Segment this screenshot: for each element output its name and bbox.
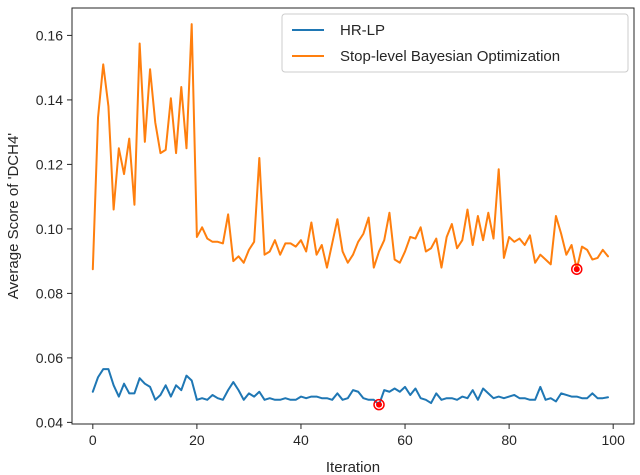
y-axis-label: Average Score of 'DCH4' (5, 133, 22, 299)
legend: HR-LP Stop-level Bayesian Optimization (281, 13, 629, 73)
y-tick-label: 0.04 (36, 414, 63, 430)
x-tick-label: 100 (602, 432, 626, 448)
x-tick-label: 40 (293, 432, 309, 448)
y-tick-label: 0.16 (36, 27, 63, 43)
x-tick-label: 80 (501, 432, 517, 448)
y-axis: 0.04 0.06 0.08 0.10 0.12 0.14 0.16 (36, 27, 72, 430)
x-axis-label: Iteration (326, 459, 380, 475)
series-line-stop-level-bo (91, 23, 609, 271)
x-tick-label: 60 (397, 432, 413, 448)
highlight-marker-ring (373, 398, 385, 411)
legend-label-hr-lp: HR-LP (340, 22, 385, 39)
series-layer (91, 23, 609, 406)
y-tick-label: 0.06 (36, 350, 63, 366)
x-tick-label: 20 (189, 432, 205, 448)
legend-label-stop-level-bo: Stop-level Bayesian Optimization (340, 48, 560, 65)
x-tick-label: 0 (89, 432, 97, 448)
legend-box (281, 13, 629, 73)
y-tick-label: 0.12 (36, 156, 63, 172)
highlight-marker-dot (376, 401, 383, 408)
plot-area-frame (71, 7, 635, 425)
x-axis: 0 20 40 60 80 100 (89, 424, 625, 448)
y-tick-label: 0.14 (36, 92, 63, 108)
highlight-marker-ring (571, 263, 583, 275)
y-tick-label: 0.08 (36, 285, 63, 301)
y-tick-label: 0.10 (36, 221, 63, 237)
series-line-hr-lp (91, 368, 609, 406)
highlight-marker-dot (573, 266, 580, 273)
highlight-markers (373, 263, 583, 411)
